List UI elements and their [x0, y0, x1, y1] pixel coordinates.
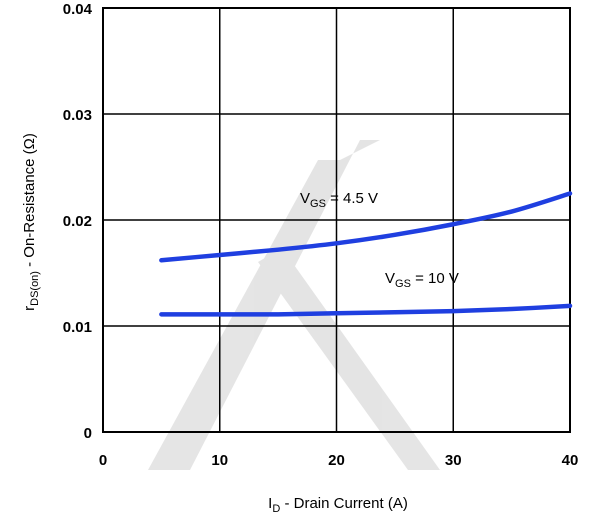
y-tick-label: 0.01	[63, 319, 92, 336]
series-group	[159, 191, 573, 317]
series-line-1	[159, 303, 573, 317]
x-axis-label: ID - Drain Current (A)	[268, 495, 408, 515]
y-axis-ticks: 0 0.01 0.02 0.03 0.04	[63, 1, 93, 442]
y-axis-label: rDS(on) - On-Resistance (Ω)	[21, 133, 41, 311]
watermark	[148, 140, 440, 470]
y-tick-label: 0.02	[63, 213, 92, 230]
y-tick-label: 0.04	[63, 1, 93, 18]
x-tick-label: 40	[562, 452, 579, 469]
series-label-vgs-10: VGS = 10 V	[385, 270, 459, 290]
grid	[103, 8, 570, 432]
x-axis-ticks: 0 10 20 30 40	[99, 452, 579, 469]
series-label-vgs-4-5: VGS = 4.5 V	[300, 190, 378, 210]
y-tick-label: 0.03	[63, 107, 92, 124]
plot-area	[102, 7, 573, 433]
series-line-0	[159, 191, 573, 263]
x-tick-label: 10	[211, 452, 228, 469]
x-tick-label: 30	[445, 452, 462, 469]
y-tick-label: 0	[84, 425, 92, 442]
x-tick-label: 0	[99, 452, 107, 469]
x-tick-label: 20	[328, 452, 345, 469]
